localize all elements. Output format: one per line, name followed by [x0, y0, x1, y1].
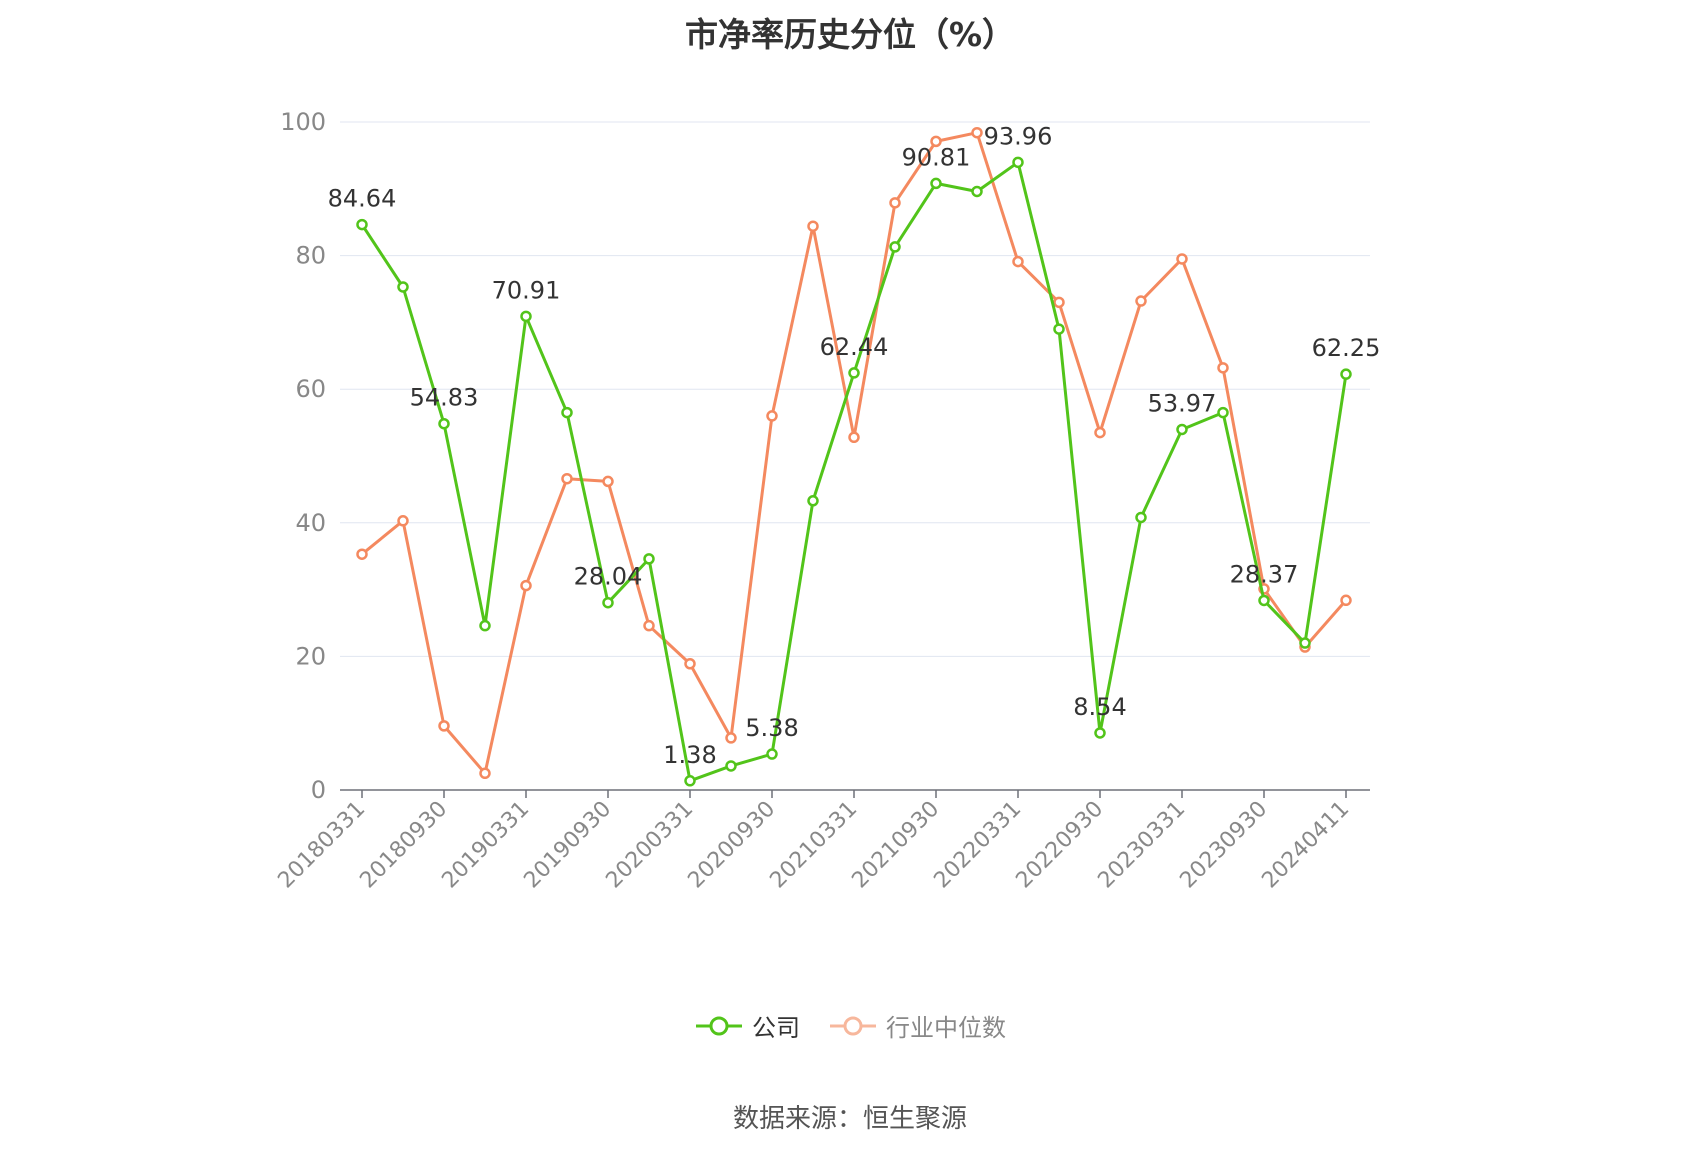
data-point-industry — [1217, 362, 1229, 374]
data-point-industry — [684, 657, 696, 670]
data-label: 8.54 — [1073, 693, 1126, 721]
data-point-industry — [1012, 255, 1024, 268]
data-point-industry — [930, 135, 942, 148]
data-point-company — [602, 596, 614, 609]
data-point-company — [1053, 323, 1065, 335]
data-label: 70.91 — [492, 276, 561, 304]
x-tick-label: 20210331 — [765, 797, 862, 894]
y-tick-label: 0 — [311, 776, 326, 804]
source-note: 数据来源：恒生聚源 — [732, 1104, 967, 1134]
data-point-company — [766, 748, 778, 760]
data-point-industry — [725, 732, 737, 744]
data-point-industry — [397, 515, 409, 527]
data-point-company — [1012, 156, 1024, 169]
x-tick-label: 20200930 — [683, 797, 780, 894]
x-tick-label: 20230331 — [1093, 797, 1190, 894]
data-label: 5.38 — [745, 714, 798, 742]
series-line-industry — [361, 131, 1348, 775]
data-label: 90.81 — [902, 143, 971, 171]
axis-layer: 0 20 40 60 80 100 2018033120180930201903312019… — [273, 108, 1370, 893]
data-point-industry — [602, 475, 614, 488]
data-point-industry — [479, 767, 491, 780]
data-point-industry — [807, 220, 819, 232]
legend-label-company: 公司 — [752, 1014, 800, 1042]
data-point-industry — [356, 548, 368, 560]
data-point-industry — [1094, 426, 1106, 439]
x-tick-label: 20240411 — [1257, 797, 1354, 894]
data-point-company — [1299, 637, 1311, 649]
data-point-industry — [848, 431, 860, 444]
x-tick-label: 20190930 — [519, 797, 616, 894]
data-label: 1.38 — [663, 741, 716, 769]
data-point-industry — [1053, 296, 1065, 309]
x-tick-label: 20200331 — [601, 797, 698, 894]
data-point-company — [1217, 406, 1229, 419]
data-point-industry — [1176, 253, 1188, 265]
data-point-company — [1176, 423, 1188, 436]
legend: 公司 行业中位数 — [0, 1008, 1700, 1043]
legend-item-company[interactable]: 公司 — [694, 1008, 800, 1043]
chart-title: 市净率历史分位（%） — [684, 15, 1016, 54]
legend-label-industry: 行业中位数 — [886, 1014, 1006, 1042]
data-label: 62.25 — [1312, 334, 1381, 362]
data-label: 84.64 — [328, 185, 397, 213]
data-point-industry — [561, 472, 573, 485]
legend-item-industry[interactable]: 行业中位数 — [828, 1008, 1006, 1043]
x-tick-label: 20180930 — [355, 797, 452, 894]
data-point-industry — [438, 720, 450, 732]
data-point-industry — [971, 126, 983, 139]
data-point-industry — [766, 410, 778, 422]
data-point-industry — [1135, 295, 1147, 307]
data-label: 28.04 — [574, 563, 643, 591]
legend-line-marker-icon — [830, 1016, 876, 1035]
x-tick-label: 20180331 — [273, 797, 370, 894]
data-point-company — [971, 185, 983, 198]
y-tick-label: 20 — [295, 642, 326, 670]
data-point-company — [520, 310, 532, 323]
data-point-company — [889, 241, 901, 253]
data-point-company — [1258, 594, 1270, 607]
data-point-company — [725, 760, 737, 772]
data-label: 53.97 — [1148, 389, 1217, 417]
data-label: 62.44 — [820, 333, 889, 361]
data-point-company — [1135, 511, 1147, 524]
x-tick-label: 20190331 — [437, 797, 534, 894]
data-label: 54.83 — [410, 384, 479, 412]
data-point-company — [1094, 727, 1106, 739]
data-point-industry — [1340, 594, 1352, 607]
data-point-company — [930, 177, 942, 190]
data-point-company — [684, 775, 696, 787]
data-point-company — [561, 406, 573, 419]
data-point-company — [848, 367, 860, 379]
data-point-industry — [889, 197, 901, 209]
data-point-company — [807, 495, 819, 507]
data-label-layer: 84.64 54.83 70.91 28.04 1.38 5.38 62.44 90.81 93… — [328, 122, 1381, 768]
data-point-company — [356, 218, 368, 231]
series-layer — [356, 126, 1352, 787]
x-tick-label: 20230930 — [1175, 797, 1272, 894]
data-point-company — [438, 417, 450, 430]
x-tick-label: 20210930 — [847, 797, 944, 894]
y-tick-label: 80 — [295, 242, 326, 270]
data-point-company — [1340, 368, 1352, 380]
data-point-industry — [520, 579, 532, 592]
x-tick-label: 20220930 — [1011, 797, 1108, 894]
data-point-company — [397, 281, 409, 293]
data-point-company — [479, 619, 491, 632]
data-point-industry — [643, 619, 655, 632]
x-tick-label: 20220331 — [929, 797, 1026, 894]
data-label: 93.96 — [984, 122, 1053, 150]
legend-line-marker-icon — [696, 1016, 742, 1035]
y-tick-label: 100 — [280, 108, 326, 136]
data-label: 28.37 — [1230, 560, 1299, 588]
y-tick-label: 60 — [295, 375, 326, 403]
y-tick-label: 40 — [295, 509, 326, 537]
data-point-company — [643, 553, 655, 565]
